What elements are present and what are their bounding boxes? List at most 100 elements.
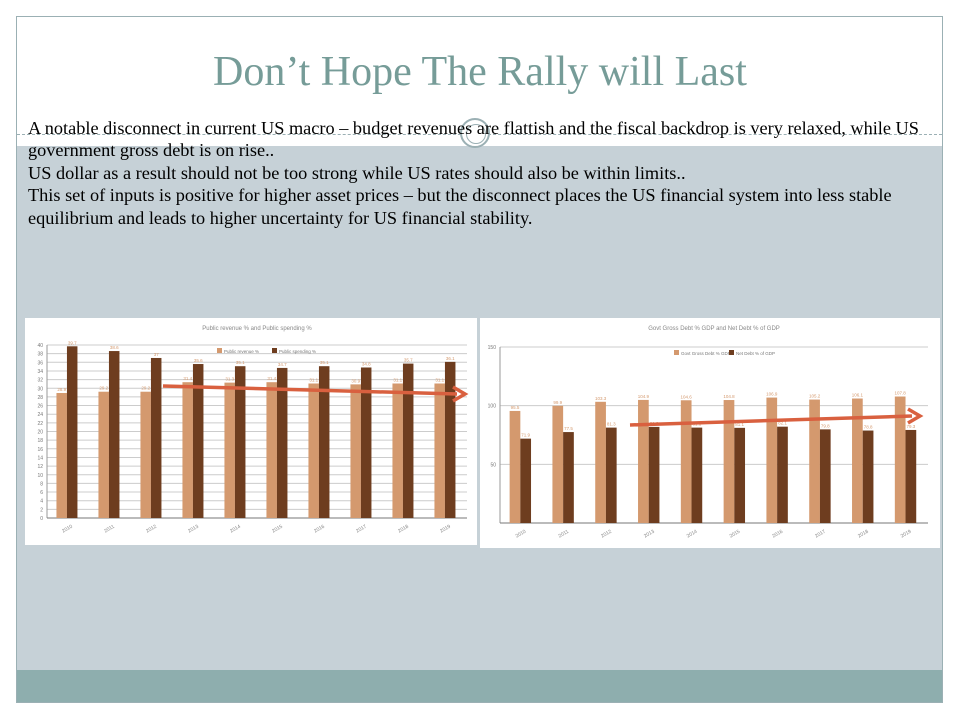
- debt-chart: Govt Gross Debt % GDP and Net Debt % of …: [480, 318, 940, 548]
- bar-light: [224, 382, 235, 518]
- bar-dark: [150, 357, 162, 518]
- bar-dark: [520, 438, 532, 523]
- bar-light: [680, 400, 692, 523]
- x-tick-label: 2015: [271, 524, 284, 535]
- data-label: 31.1: [393, 377, 402, 382]
- arrow-head-icon: [452, 385, 469, 403]
- data-label: 29.2: [141, 386, 150, 391]
- bar-dark: [648, 426, 660, 523]
- y-tick-label: 10: [37, 473, 43, 479]
- y-tick-label: 38: [37, 352, 43, 358]
- bar-dark: [905, 429, 917, 523]
- data-label: 29.2: [99, 386, 108, 391]
- bar-light: [392, 383, 403, 518]
- data-label: 95.5: [511, 405, 520, 410]
- y-tick-label: 26: [37, 404, 43, 410]
- bar-dark: [234, 366, 246, 518]
- data-label: 35.1: [236, 360, 245, 365]
- bar-light: [809, 399, 820, 523]
- body-text: A notable disconnect in current US macro…: [28, 117, 928, 229]
- data-label: 34.7: [278, 362, 287, 367]
- bar-light: [894, 396, 906, 523]
- data-label: 31.4: [183, 376, 192, 381]
- y-tick-label: 20: [37, 430, 43, 436]
- y-tick-label: 22: [37, 421, 43, 427]
- data-label: 104.8: [723, 394, 735, 399]
- paragraph: A notable disconnect in current US macro…: [28, 118, 919, 161]
- x-tick-label: 2010: [515, 529, 528, 540]
- x-tick-label: 2013: [187, 524, 200, 535]
- bar-light: [552, 405, 564, 523]
- bar-dark: [360, 367, 372, 518]
- data-label: 82.1: [778, 421, 787, 426]
- data-label: 39.7: [68, 340, 77, 345]
- data-label: 81.1: [735, 422, 744, 427]
- data-label: 107.8: [895, 391, 907, 396]
- y-tick-label: 34: [37, 369, 43, 375]
- bar-light: [766, 397, 778, 523]
- y-tick-label: 40: [37, 343, 43, 349]
- y-tick-label: 4: [40, 499, 43, 505]
- x-tick-label: 2015: [729, 529, 742, 540]
- x-tick-label: 2014: [686, 529, 699, 540]
- y-tick-label: 0: [40, 516, 43, 522]
- slide-frame: [16, 16, 943, 703]
- bar-light: [509, 410, 521, 523]
- x-tick-label: 2011: [558, 529, 571, 540]
- data-label: 35.1: [320, 360, 329, 365]
- x-tick-label: 2019: [900, 529, 913, 540]
- legend-label: Public revenue %: [224, 349, 259, 354]
- data-label: 38.6: [110, 345, 119, 350]
- data-label: 106.1: [852, 393, 864, 398]
- legend-label: Net Debt % of GDP: [736, 351, 775, 356]
- x-tick-label: 2017: [355, 524, 368, 535]
- x-tick-label: 2012: [600, 529, 613, 540]
- data-label: 36.1: [446, 356, 455, 361]
- data-label: 105.2: [809, 394, 821, 399]
- bar-dark: [563, 432, 574, 523]
- bar-dark: [402, 363, 414, 518]
- bar-dark: [819, 429, 831, 523]
- data-label: 28.9: [57, 387, 66, 392]
- arrow-head-icon: [907, 407, 924, 425]
- data-label: 81.3: [607, 422, 616, 427]
- y-tick-label: 24: [37, 412, 43, 418]
- bar-dark: [734, 427, 746, 523]
- chart-title: Govt Gross Debt % GDP and Net Debt % of …: [648, 326, 780, 332]
- revenue-spending-chart: Public revenue % and Public spending % 0 2…: [25, 318, 477, 545]
- legend-label: Govt Gross Debt % GDP: [681, 351, 731, 356]
- data-label: 31.4: [267, 376, 276, 381]
- y-tick-label: 14: [37, 455, 43, 461]
- trend-arrow: [162, 384, 458, 396]
- bar-light: [98, 391, 109, 518]
- data-label: 104.9: [638, 394, 650, 399]
- paragraph: US dollar as a result should not be too …: [28, 162, 686, 183]
- data-label: 31.1: [435, 377, 444, 382]
- x-tick-label: 2018: [857, 529, 870, 540]
- y-tick-label: 2: [40, 507, 43, 513]
- data-label: 104.6: [681, 394, 693, 399]
- y-tick-label: 50: [490, 462, 496, 468]
- y-tick-label: 36: [37, 360, 43, 366]
- bar-dark: [605, 427, 617, 523]
- y-tick-label: 30: [37, 386, 43, 392]
- paragraph: This set of inputs is positive for highe…: [28, 185, 892, 228]
- legend-swatch: [729, 350, 734, 355]
- y-tick-label: 18: [37, 438, 43, 444]
- x-tick-label: 2017: [814, 529, 827, 540]
- x-tick-label: 2011: [103, 524, 116, 535]
- data-label: 34.8: [362, 361, 371, 366]
- x-tick-label: 2016: [313, 524, 326, 535]
- y-tick-label: 150: [488, 345, 497, 351]
- bar-light: [182, 382, 193, 518]
- data-label: 71.9: [521, 433, 530, 438]
- legend-label: Public spending %: [279, 349, 316, 354]
- data-label: 103.3: [595, 396, 607, 401]
- data-label: 31.3: [225, 377, 234, 382]
- trend-arrow: [629, 414, 913, 427]
- data-label: 35.6: [194, 358, 203, 363]
- bar-dark: [318, 366, 330, 518]
- data-label: 79.3: [906, 424, 915, 429]
- bar-dark: [777, 426, 788, 523]
- x-tick-label: 2018: [397, 524, 410, 535]
